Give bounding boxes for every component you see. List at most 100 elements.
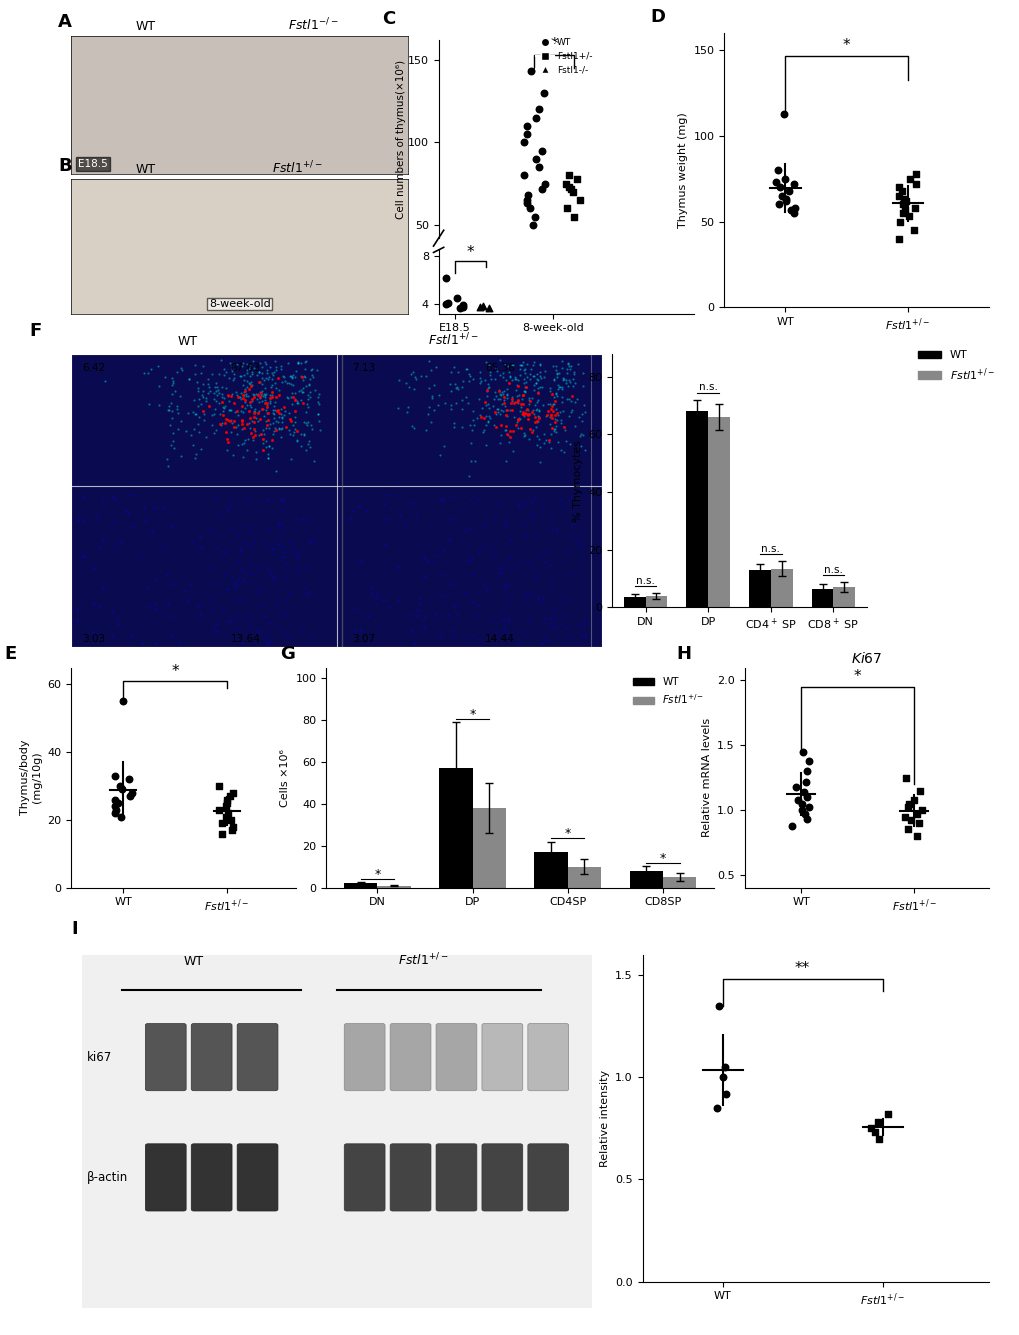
Point bbox=[494, 602, 511, 623]
Point bbox=[292, 379, 309, 400]
Point bbox=[494, 367, 511, 388]
Point bbox=[256, 386, 272, 407]
Point bbox=[186, 447, 203, 469]
Point bbox=[243, 423, 259, 445]
FancyBboxPatch shape bbox=[145, 1144, 186, 1211]
Point bbox=[381, 485, 397, 506]
Point bbox=[292, 352, 309, 374]
Point bbox=[503, 421, 520, 442]
Point bbox=[520, 403, 536, 425]
Point bbox=[252, 371, 268, 392]
Point bbox=[906, 198, 922, 219]
Point bbox=[263, 539, 279, 561]
Point bbox=[542, 438, 558, 459]
Text: $Fstl1^{+/-}$: $Fstl1^{+/-}$ bbox=[428, 331, 478, 348]
Point bbox=[218, 422, 234, 443]
Point bbox=[413, 366, 429, 387]
Point bbox=[226, 625, 243, 646]
Point bbox=[251, 362, 267, 383]
Point bbox=[865, 1121, 881, 1143]
Point bbox=[273, 406, 289, 427]
Point bbox=[461, 363, 477, 384]
Point bbox=[274, 371, 290, 392]
Point bbox=[290, 380, 307, 402]
Point bbox=[522, 368, 538, 390]
Point bbox=[258, 354, 274, 375]
Point bbox=[543, 407, 559, 429]
Text: I: I bbox=[71, 921, 77, 939]
Point bbox=[256, 423, 272, 445]
Point bbox=[242, 535, 258, 557]
Point bbox=[533, 495, 549, 517]
Point bbox=[437, 267, 453, 288]
Point bbox=[427, 605, 443, 626]
Point bbox=[189, 371, 205, 392]
Point bbox=[193, 438, 209, 459]
Text: E18.5: E18.5 bbox=[78, 159, 108, 168]
Point bbox=[260, 619, 276, 641]
Point bbox=[224, 355, 240, 376]
Point bbox=[513, 394, 529, 415]
Point bbox=[95, 530, 111, 551]
Point bbox=[407, 633, 423, 654]
Point bbox=[195, 386, 211, 407]
Point bbox=[306, 529, 322, 550]
Point bbox=[234, 402, 251, 423]
Point bbox=[265, 538, 281, 559]
Text: B: B bbox=[58, 156, 71, 175]
Point bbox=[532, 591, 548, 613]
Point bbox=[214, 383, 230, 405]
Point bbox=[526, 559, 542, 581]
Point bbox=[169, 398, 185, 419]
Point bbox=[257, 384, 273, 406]
Point bbox=[266, 372, 282, 394]
Point bbox=[258, 411, 274, 433]
Point bbox=[558, 359, 575, 380]
Text: WT: WT bbox=[183, 955, 204, 968]
Point bbox=[108, 800, 124, 821]
Point bbox=[235, 418, 252, 439]
Point bbox=[528, 411, 544, 433]
Point bbox=[508, 411, 525, 433]
Point bbox=[217, 413, 233, 434]
Point bbox=[266, 399, 282, 421]
Point bbox=[409, 599, 425, 621]
Point bbox=[122, 785, 139, 806]
Point bbox=[300, 396, 316, 418]
Point bbox=[434, 539, 450, 561]
Point bbox=[264, 374, 280, 395]
Point bbox=[272, 398, 288, 419]
Point bbox=[183, 533, 200, 554]
Point bbox=[488, 399, 504, 421]
Point bbox=[267, 419, 283, 441]
Text: *: * bbox=[469, 708, 475, 721]
Point bbox=[268, 356, 284, 378]
Point bbox=[547, 421, 564, 442]
Point bbox=[549, 378, 566, 399]
Point bbox=[213, 413, 229, 434]
Point bbox=[110, 793, 126, 814]
Point bbox=[276, 602, 292, 623]
Point bbox=[259, 447, 275, 469]
Bar bbox=[748, 570, 770, 607]
Point bbox=[68, 609, 85, 630]
Point bbox=[97, 370, 113, 391]
Point bbox=[899, 818, 915, 840]
Point bbox=[250, 384, 266, 406]
Point bbox=[258, 631, 274, 653]
Point bbox=[503, 388, 520, 410]
Point bbox=[458, 358, 474, 379]
Point bbox=[777, 191, 794, 212]
Text: *: * bbox=[853, 669, 861, 685]
Point bbox=[252, 621, 268, 642]
Point bbox=[897, 766, 913, 788]
Point bbox=[442, 360, 459, 382]
Point bbox=[546, 391, 562, 413]
Point bbox=[560, 371, 577, 392]
Point bbox=[480, 410, 496, 431]
Point bbox=[277, 417, 293, 438]
Point bbox=[164, 400, 180, 422]
Point bbox=[555, 368, 572, 390]
Point bbox=[222, 384, 238, 406]
Point bbox=[512, 409, 528, 430]
